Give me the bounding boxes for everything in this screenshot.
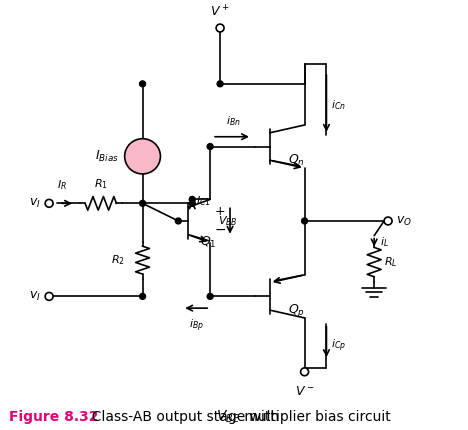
Text: $Q_1$: $Q_1$ (200, 235, 217, 250)
Text: Figure 8.32: Figure 8.32 (9, 410, 99, 424)
Circle shape (176, 218, 181, 224)
Text: $i_{Bp}$: $i_{Bp}$ (189, 318, 204, 335)
Text: $V^-$: $V^-$ (295, 384, 314, 398)
Text: $I_{Bias}$: $I_{Bias}$ (95, 149, 119, 164)
Text: $Q_n$: $Q_n$ (288, 152, 305, 168)
Text: $i_{Bn}$: $i_{Bn}$ (226, 114, 241, 128)
Text: $i_L$: $i_L$ (380, 236, 389, 249)
Text: $Q_p$: $Q_p$ (288, 302, 305, 319)
Circle shape (217, 81, 223, 87)
Circle shape (300, 368, 308, 376)
Circle shape (189, 197, 195, 203)
Text: $R_1$: $R_1$ (94, 177, 108, 190)
Text: $I_R$: $I_R$ (57, 178, 67, 192)
Circle shape (45, 292, 53, 300)
Circle shape (139, 293, 146, 299)
Circle shape (189, 200, 195, 206)
Text: multiplier bias circuit: multiplier bias circuit (240, 410, 391, 424)
Circle shape (139, 81, 146, 87)
Text: $v_I$: $v_I$ (29, 290, 41, 303)
Text: Class-AB output stage with: Class-AB output stage with (83, 410, 284, 424)
Circle shape (384, 217, 392, 225)
Circle shape (207, 293, 213, 299)
Text: $i_{Cp}$: $i_{Cp}$ (331, 337, 346, 353)
Text: $V_{BE}$: $V_{BE}$ (216, 408, 241, 425)
Text: $+$: $+$ (214, 205, 226, 218)
Text: $v_I$: $v_I$ (29, 197, 41, 210)
Text: $i_{Cn}$: $i_{Cn}$ (331, 98, 346, 112)
Text: $R_L$: $R_L$ (384, 255, 398, 269)
Circle shape (301, 218, 307, 224)
Text: $I_{C1}$: $I_{C1}$ (196, 194, 211, 208)
Circle shape (207, 144, 213, 150)
Circle shape (124, 139, 161, 174)
Circle shape (139, 200, 146, 206)
Text: $V_{BB}$: $V_{BB}$ (218, 214, 238, 228)
Circle shape (45, 200, 53, 207)
Text: $V^+$: $V^+$ (210, 4, 230, 19)
Text: $-$: $-$ (214, 222, 226, 236)
Circle shape (216, 24, 224, 32)
Text: $R_2$: $R_2$ (111, 253, 124, 267)
Text: $v_O$: $v_O$ (396, 215, 412, 227)
